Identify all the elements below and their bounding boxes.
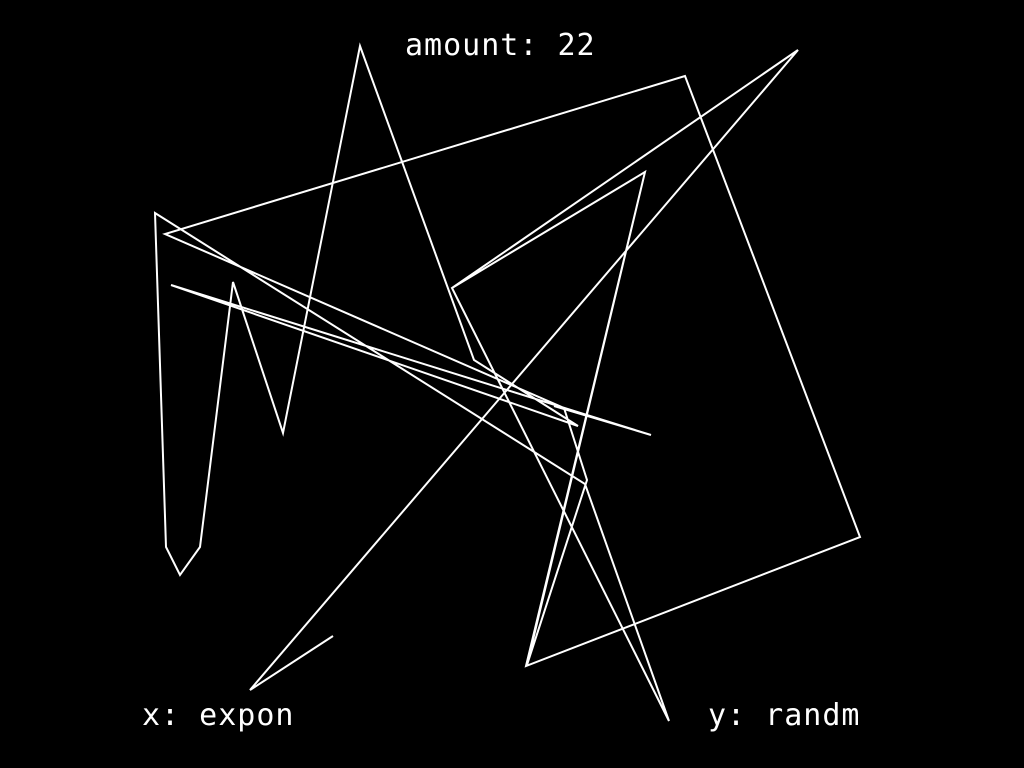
line-trace (153, 42, 862, 722)
y-mode-label: y: randm (708, 698, 861, 733)
amount-counter: amount: 22 (405, 28, 596, 63)
x-mode-label: x: expon (142, 698, 295, 733)
